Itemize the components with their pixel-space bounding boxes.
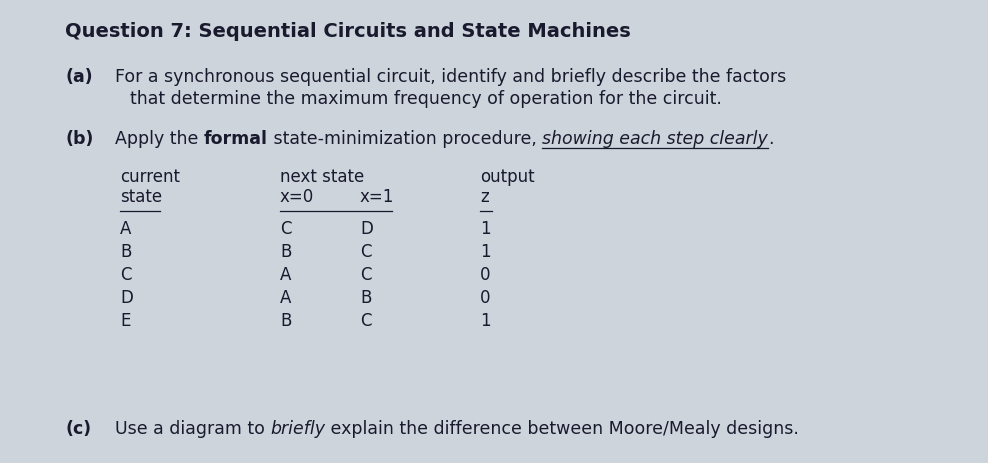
Text: Apply the: Apply the	[115, 130, 204, 148]
Text: A: A	[280, 265, 291, 283]
Text: that determine the maximum frequency of operation for the circuit.: that determine the maximum frequency of …	[130, 90, 722, 108]
Text: Question 7: Sequential Circuits and State Machines: Question 7: Sequential Circuits and Stat…	[65, 22, 630, 41]
Text: 0: 0	[480, 288, 490, 307]
Text: B: B	[120, 243, 131, 260]
Text: C: C	[360, 311, 371, 329]
Text: B: B	[360, 288, 371, 307]
Text: A: A	[120, 219, 131, 238]
Text: formal: formal	[204, 130, 268, 148]
Text: For a synchronous sequential circuit, identify and briefly describe the factors: For a synchronous sequential circuit, id…	[115, 68, 786, 86]
Text: 1: 1	[480, 311, 491, 329]
Text: 1: 1	[480, 243, 491, 260]
Text: x=1: x=1	[360, 188, 394, 206]
Text: Use a diagram to: Use a diagram to	[115, 419, 271, 437]
Text: B: B	[280, 243, 291, 260]
Text: z: z	[480, 188, 489, 206]
Text: 0: 0	[480, 265, 490, 283]
Text: briefly: briefly	[271, 419, 325, 437]
Text: B: B	[280, 311, 291, 329]
Text: next state: next state	[280, 168, 365, 186]
Text: D: D	[120, 288, 132, 307]
Text: current: current	[120, 168, 180, 186]
Text: state-minimization procedure,: state-minimization procedure,	[268, 130, 542, 148]
Text: showing each step clearly: showing each step clearly	[542, 130, 768, 148]
Text: C: C	[120, 265, 131, 283]
Text: E: E	[120, 311, 130, 329]
Text: explain the difference between Moore/Mealy designs.: explain the difference between Moore/Mea…	[325, 419, 799, 437]
Text: A: A	[280, 288, 291, 307]
Text: x=0: x=0	[280, 188, 314, 206]
Text: .: .	[768, 130, 774, 148]
Text: (a): (a)	[65, 68, 93, 86]
Text: output: output	[480, 168, 535, 186]
Text: (c): (c)	[65, 419, 91, 437]
Text: C: C	[280, 219, 291, 238]
Text: C: C	[360, 265, 371, 283]
Text: C: C	[360, 243, 371, 260]
Text: D: D	[360, 219, 372, 238]
Text: (b): (b)	[65, 130, 94, 148]
Text: state: state	[120, 188, 162, 206]
Text: 1: 1	[480, 219, 491, 238]
